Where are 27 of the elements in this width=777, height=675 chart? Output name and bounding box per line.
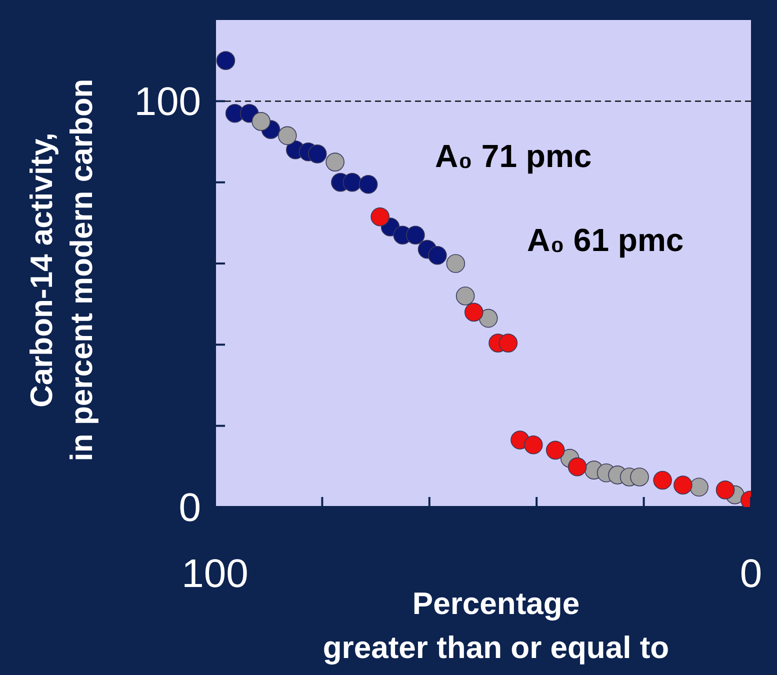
- point: [568, 457, 587, 476]
- point: [358, 174, 378, 194]
- point: [630, 468, 649, 486]
- point: [370, 207, 390, 226]
- point: [446, 254, 466, 273]
- annotation: A₀ 71 pmc: [435, 138, 592, 175]
- point: [428, 246, 447, 265]
- point: [308, 144, 327, 164]
- point: [524, 436, 543, 454]
- point: [406, 226, 425, 244]
- point: [716, 480, 735, 500]
- point: [216, 51, 236, 70]
- point: [278, 126, 297, 146]
- point: [690, 478, 708, 497]
- point: [342, 172, 362, 192]
- annotation: A₀ 61 pmc: [527, 222, 684, 259]
- point: [498, 334, 518, 352]
- point: [252, 112, 270, 131]
- x-axis-title: Percentage greater than or equal to: [322, 586, 670, 667]
- point: [478, 308, 498, 328]
- y-axis-title: Carbon-14 activity, in percent modern carbon: [23, 78, 100, 464]
- point: [546, 440, 565, 460]
- point: [674, 476, 692, 494]
- point: [653, 470, 672, 490]
- point: [326, 152, 344, 172]
- point: [456, 286, 475, 306]
- point: [464, 302, 484, 322]
